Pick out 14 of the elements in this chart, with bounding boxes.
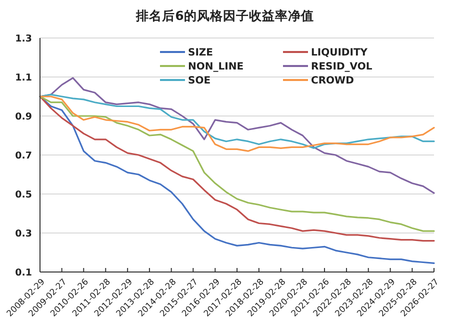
y-tick-label: 0.3: [15, 228, 32, 240]
y-tick-label: 0.5: [15, 189, 32, 200]
legend-label: CROWD: [311, 76, 354, 86]
legend-label: SIZE: [188, 48, 214, 58]
y-tick-label: 0.9: [15, 111, 32, 122]
y-tick-label: 0.1: [15, 267, 32, 278]
y-tick-label: 1.3: [15, 33, 32, 44]
legend-label: NON_LINE: [188, 62, 244, 72]
legend-label: RESID_VOL: [311, 62, 373, 72]
y-tick-label: 1.1: [15, 72, 32, 84]
legend-label: LIQUIDITY: [311, 48, 368, 58]
y-tick-label: 0.7: [15, 150, 32, 162]
chart-title: 排名后6的风格因子收益率净值: [135, 8, 314, 23]
legend-label: SOE: [188, 76, 211, 86]
